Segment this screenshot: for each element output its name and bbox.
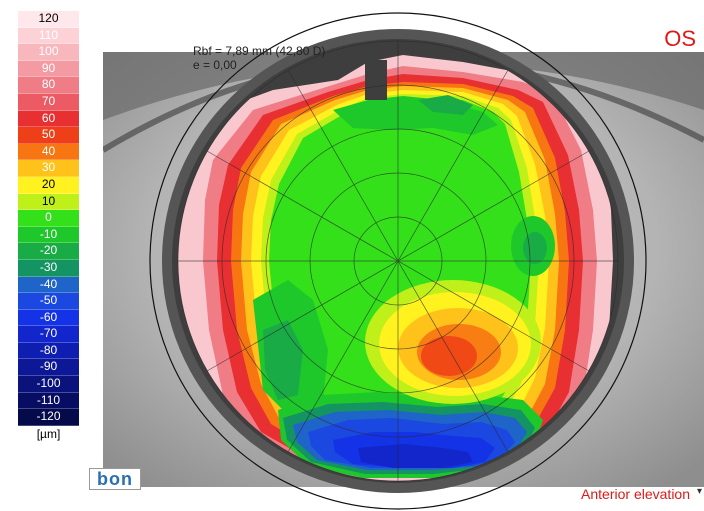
scale-step: 100 (18, 44, 79, 61)
rbf-readout: Rbf = 7,89 mm (42,80 D) (193, 44, 326, 58)
scale-step: 70 (18, 93, 79, 111)
scale-step: -40 (18, 276, 79, 294)
eccentricity-readout: e = 0,00 (193, 58, 237, 72)
scale-step: 20 (18, 176, 79, 194)
scale-step: 60 (18, 110, 79, 128)
scale-step: -90 (18, 359, 79, 377)
eye-side-label: OS (664, 26, 696, 51)
color-scale-legend: 120 110 100 90 80 70 60 50 40 30 20 10 0 -10 -20 -30 -40… (18, 11, 79, 441)
limbus-ring (149, 12, 647, 510)
scale-unit-label: [µm] (36, 426, 61, 441)
scale-step: -80 (18, 342, 79, 360)
elevation-map-area[interactable]: Rbf = 7,89 mm (42,80 D) e = 0,00 OS Ante… (103, 0, 704, 511)
caret-down-icon[interactable]: ▾ (696, 486, 702, 497)
scale-step: 110 (18, 27, 79, 45)
scale-step: 0 (18, 210, 79, 227)
scale-step: 80 (18, 77, 79, 94)
elevation-map[interactable] (103, 0, 704, 511)
scale-step: -10 (18, 226, 79, 244)
eyelid-shadow (103, 52, 704, 120)
scale-step: 120 (18, 11, 79, 28)
scale-step: -60 (18, 309, 79, 327)
scale-step: 50 (18, 127, 79, 144)
scale-step: -70 (18, 326, 79, 343)
scale-step: -50 (18, 293, 79, 310)
scale-step: -100 (18, 376, 79, 393)
scale-step: -110 (18, 392, 79, 410)
scale-step: 30 (18, 160, 79, 177)
scale-step: -20 (18, 243, 79, 260)
scale-step: 40 (18, 143, 79, 161)
scale-step: -120 (18, 409, 79, 426)
map-mode-selector[interactable]: Anterior elevation (581, 486, 690, 502)
scale-step: -30 (18, 259, 79, 277)
scale-step: 10 (18, 193, 79, 211)
brand-logo: bon (89, 468, 141, 490)
scale-step: 90 (18, 60, 79, 78)
polar-grid (177, 40, 619, 482)
